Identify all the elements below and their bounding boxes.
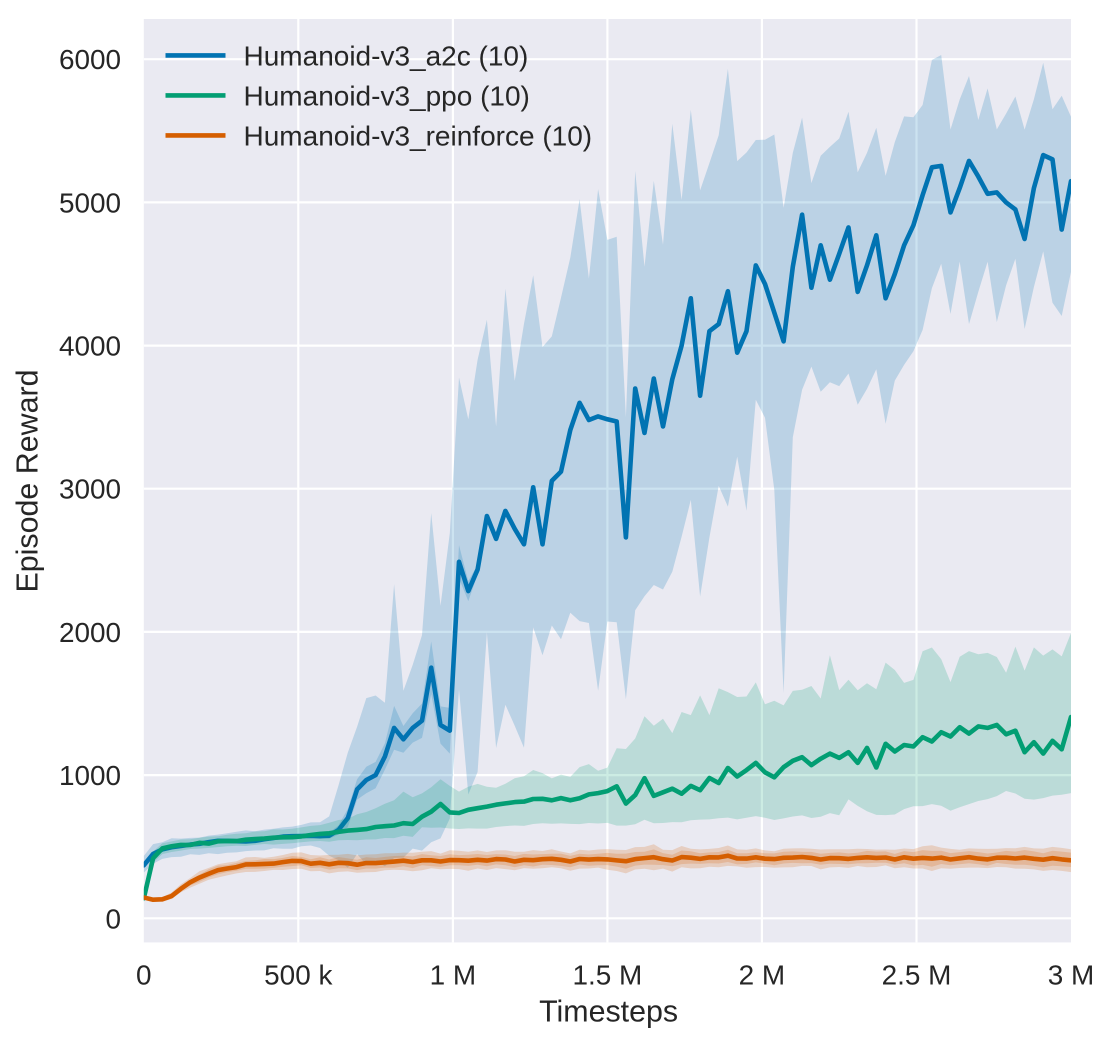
svg-text:4000: 4000 <box>59 331 121 362</box>
svg-text:2 M: 2 M <box>739 959 786 990</box>
svg-text:Episode Reward: Episode Reward <box>11 370 45 593</box>
svg-text:1000: 1000 <box>59 760 121 791</box>
svg-text:Timesteps: Timesteps <box>539 995 678 1029</box>
svg-text:1.5 M: 1.5 M <box>573 959 643 990</box>
svg-text:2000: 2000 <box>59 617 121 648</box>
svg-text:Humanoid-v3_reinforce (10): Humanoid-v3_reinforce (10) <box>244 121 593 152</box>
svg-text:0: 0 <box>105 903 121 934</box>
svg-text:1 M: 1 M <box>430 959 477 990</box>
svg-text:3 M: 3 M <box>1048 959 1095 990</box>
svg-text:6000: 6000 <box>59 44 121 75</box>
svg-text:Humanoid-v3_a2c (10): Humanoid-v3_a2c (10) <box>244 41 529 72</box>
svg-text:Humanoid-v3_ppo (10): Humanoid-v3_ppo (10) <box>244 81 530 112</box>
svg-text:0: 0 <box>136 959 152 990</box>
svg-text:5000: 5000 <box>59 187 121 218</box>
svg-text:3000: 3000 <box>59 474 121 505</box>
svg-text:500 k: 500 k <box>264 959 332 990</box>
svg-text:2.5 M: 2.5 M <box>882 959 952 990</box>
